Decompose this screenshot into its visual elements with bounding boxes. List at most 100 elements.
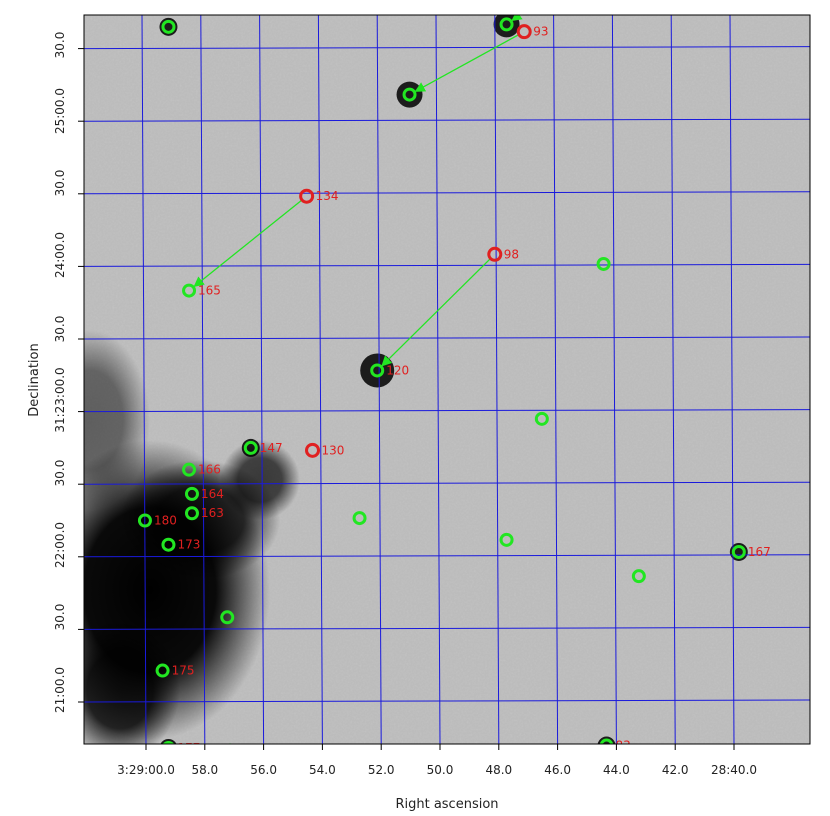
- y-tick-label-9: 21:00.0: [53, 667, 67, 713]
- detected-source-12: [161, 19, 176, 34]
- detected-source-16: [370, 363, 385, 378]
- source-label-177: 177: [177, 741, 200, 755]
- y-tick-label-1: 25:00.0: [53, 88, 67, 134]
- grid-line-y-13: [84, 554, 810, 558]
- grid-line-y-6: [84, 46, 810, 50]
- y-tick-label-7: 22:00.0: [53, 522, 67, 568]
- catalog-source-134: [299, 188, 315, 204]
- sky-image: 1088587124819313498130139176165120147166…: [84, 0, 810, 757]
- coordinate-grid: [84, 15, 810, 744]
- source-label-130: 130: [322, 443, 345, 457]
- source-label-93: 93: [533, 25, 548, 39]
- detected-source-13: [402, 87, 417, 102]
- y-tick-label-8: 30.0: [53, 604, 67, 631]
- grid-line-x-9: [670, 15, 676, 744]
- detected-source-21: [184, 506, 199, 521]
- x-tick-label-7: 46.0: [544, 763, 571, 777]
- detected-source-30: [599, 738, 614, 744]
- detected-source-14: [182, 283, 197, 298]
- detected-source-18: [243, 440, 258, 455]
- source-label-134: 134: [316, 189, 339, 203]
- source-label-180: 180: [154, 514, 177, 528]
- detected-source-20: [184, 486, 199, 501]
- y-axis-title: Declination: [27, 343, 42, 417]
- detected-source-28: [220, 610, 235, 625]
- source-label-147: 147: [260, 441, 283, 455]
- detected-source-27: [631, 569, 646, 584]
- offset-arrow-93: [414, 34, 519, 92]
- grid-line-y-11: [84, 409, 810, 413]
- source-label-152: 152: [239, 743, 262, 757]
- y-tick-label-3: 24:00.0: [53, 232, 67, 278]
- detected-source-22: [137, 513, 152, 528]
- grid-line-x-6: [494, 15, 500, 744]
- detected-source-32: [162, 740, 175, 744]
- detected-source-26: [161, 537, 176, 552]
- x-axis-ticks: 3:29:00.0 58.0 56.0 54.0 52.0 50.0 48.0 46.0 44.…: [117, 744, 757, 777]
- grid-line-y-15: [84, 699, 810, 703]
- grid-line-x-0: [141, 15, 147, 744]
- grid-line-x-8: [611, 15, 617, 744]
- x-tick-label-8: 44.0: [603, 763, 630, 777]
- source-label-165: 165: [198, 284, 221, 298]
- x-tick-label-6: 48.0: [485, 763, 512, 777]
- grid-line-x-7: [553, 15, 559, 744]
- plot-frame: [83, 14, 811, 745]
- source-label-98: 98: [504, 247, 519, 261]
- catalog-source-130: [305, 442, 321, 458]
- source-labels: 1088587124819313498130139176165120147166…: [154, 25, 771, 757]
- grid-line-y-14: [84, 626, 810, 630]
- detected-source-23: [352, 511, 367, 526]
- y-axis-ticks: 30.0 25:00.0 30.0 24:00.0 30.0 31:23:00.0 30.0…: [53, 32, 84, 713]
- x-tick-label-9: 42.0: [662, 763, 689, 777]
- x-tick-label-4: 52.0: [368, 763, 395, 777]
- detected-source-29: [155, 663, 170, 678]
- y-tick-label-0: 30.0: [53, 32, 67, 59]
- y-tick-label-2: 30.0: [53, 170, 67, 197]
- grid-line-x-3: [317, 15, 323, 744]
- source-label-164: 164: [201, 487, 224, 501]
- detected-source-25: [731, 544, 746, 559]
- grid-line-y-12: [84, 481, 810, 485]
- source-label-166: 166: [198, 463, 221, 477]
- catalog-source-93: [516, 24, 532, 40]
- grid-line-y-10: [84, 336, 810, 340]
- detected-source-10: [354, 0, 365, 11]
- x-tick-label-0: 3:29:00.0: [117, 763, 175, 777]
- detected-source-15: [596, 256, 611, 271]
- grid-line-x-4: [376, 15, 382, 744]
- y-tick-label-6: 30.0: [53, 460, 67, 487]
- source-label-167: 167: [748, 545, 771, 559]
- grid-line-x-1: [200, 15, 206, 744]
- grid-line-x-5: [435, 15, 441, 744]
- source-label-163: 163: [201, 506, 224, 520]
- x-tick-label-10: 28:40.0: [711, 763, 757, 777]
- grid-line-y-9: [84, 263, 810, 267]
- y-tick-label-4: 30.0: [53, 316, 67, 343]
- source-label-83: 83: [616, 739, 631, 753]
- catalog-source-98: [487, 246, 503, 262]
- bright-object-5: [396, 81, 423, 108]
- detected-source-17: [534, 411, 549, 426]
- detected-source-24: [499, 532, 514, 547]
- grid-line-x-10: [729, 15, 735, 744]
- offset-arrow-134: [193, 200, 302, 288]
- x-tick-label-1: 58.0: [191, 763, 218, 777]
- x-tick-label-5: 50.0: [427, 763, 454, 777]
- nebula-region: [84, 330, 300, 744]
- x-tick-label-3: 54.0: [309, 763, 336, 777]
- x-axis-title: Right ascension: [395, 797, 498, 812]
- y-tick-label-5: 31:23:00.0: [53, 367, 67, 432]
- grid-line-y-8: [84, 191, 810, 195]
- source-label-175: 175: [172, 664, 195, 678]
- source-label-173: 173: [177, 538, 200, 552]
- catalog-sources: [299, 24, 532, 458]
- detected-source-19: [182, 462, 197, 477]
- x-tick-label-2: 56.0: [250, 763, 277, 777]
- grid-line-y-7: [84, 118, 810, 122]
- grid-line-x-2: [259, 15, 265, 744]
- detected-source-31: [227, 743, 234, 744]
- offset-arrows: [193, 15, 523, 367]
- source-label-120: 120: [386, 363, 409, 377]
